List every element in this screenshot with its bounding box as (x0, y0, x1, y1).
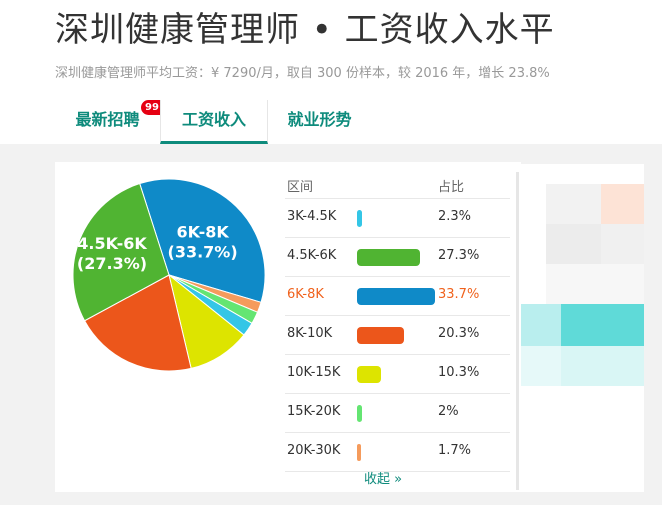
percent-label: 2% (438, 404, 459, 419)
percent-label: 20.3% (438, 326, 480, 341)
percent-label: 33.7% (438, 287, 480, 302)
divider (516, 172, 519, 490)
table-row: 15K-20K 2% (285, 394, 510, 433)
distribution-bar (357, 405, 362, 422)
table-row: 10K-15K 10.3% (285, 355, 510, 394)
blur-block (561, 304, 644, 346)
distribution-bar (357, 366, 381, 383)
blur-block (546, 264, 644, 304)
distribution-bar (357, 327, 404, 344)
table-row: 6K-8K 33.7% (285, 277, 510, 316)
percent-label: 1.7% (438, 443, 472, 458)
blur-block (546, 224, 601, 264)
pie-slice-6K-8K[interactable] (139, 178, 266, 303)
distribution-bar (357, 210, 363, 227)
percent-label: 2.3% (438, 209, 472, 224)
tab-salary-income[interactable]: 工资收入 (160, 100, 268, 144)
blurred-panel (521, 164, 644, 492)
pie-slice-8K-10K[interactable] (83, 274, 192, 372)
distribution-bar (357, 288, 435, 305)
header-percent: 占比 (438, 180, 465, 195)
pie-label-percent: (27.3%) (77, 254, 147, 273)
percent-label: 27.3% (438, 248, 480, 263)
page-title: 深圳健康管理师 • 工资收入水平 (55, 10, 555, 50)
distribution-bar (357, 249, 421, 266)
salary-distribution-table: 区间 占比 3K-4.5K 2.3% 4.5K-6K 27.3% 6K-8K 33.7% 8… (285, 168, 510, 472)
pie-label-range: 4.5K-6K (77, 234, 147, 253)
distribution-bar (357, 444, 361, 461)
tab-employment-trend[interactable]: 就业形势 (267, 100, 372, 140)
pie-svg: 6K-8K(33.7%) 4.5K-6K(27.3%) (72, 178, 266, 372)
range-label: 4.5K-6K (287, 248, 337, 263)
tab-employment-trend-label: 就业形势 (287, 110, 352, 129)
blur-block (521, 346, 561, 386)
tab-salary-income-label: 工资收入 (181, 110, 246, 129)
pie-label-percent: (33.7%) (168, 243, 238, 262)
pie-slice-4.5K-6K[interactable] (72, 182, 170, 322)
range-label: 6K-8K (287, 287, 324, 302)
header-range: 区间 (287, 180, 314, 195)
collapse-label: 收起 » (364, 472, 403, 487)
range-label: 3K-4.5K (287, 209, 337, 224)
salary-pie-chart: 6K-8K (33.7%) 4.5K-6K (27.3%) (67, 178, 272, 373)
range-label: 10K-15K (287, 365, 341, 380)
tab-bar: 最新招聘 99+ 工资收入 就业形势 (55, 100, 662, 144)
percent-label: 10.3% (438, 365, 480, 380)
tab-latest-jobs[interactable]: 最新招聘 99+ (55, 100, 172, 140)
blur-block (546, 184, 601, 224)
blur-block (601, 184, 644, 224)
tab-latest-jobs-label: 最新招聘 (75, 110, 140, 129)
table-row: 3K-4.5K 2.3% (285, 199, 510, 238)
blur-block (521, 304, 561, 346)
table-row: 20K-30K 1.7% (285, 433, 510, 472)
pie-label-range: 6K-8K (176, 223, 229, 242)
salary-summary: 深圳健康管理师平均工资：¥ 7290/月，取自 300 份样本，较 2016 年… (55, 66, 550, 81)
table-row: 8K-10K 20.3% (285, 316, 510, 355)
range-label: 8K-10K (287, 326, 333, 341)
collapse-link[interactable]: 收起 » (364, 468, 402, 487)
table-header: 区间 占比 (285, 168, 510, 199)
range-label: 15K-20K (287, 404, 341, 419)
blur-block (601, 224, 644, 264)
table-row: 4.5K-6K 27.3% (285, 238, 510, 277)
blur-block (561, 346, 644, 386)
range-label: 20K-30K (287, 443, 341, 458)
